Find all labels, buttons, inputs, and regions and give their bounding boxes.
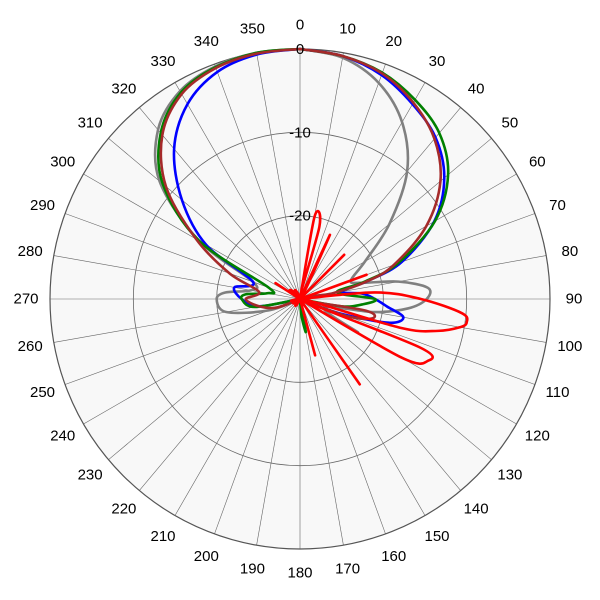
angle-label: 220 xyxy=(111,500,136,517)
angle-label: 130 xyxy=(497,467,522,484)
angle-label: 110 xyxy=(546,384,570,401)
label-layer: 0 10 20 30 40 50 60 70 80 90 100 110 120 130 140 150 160… xyxy=(13,17,582,582)
angle-label: 10 xyxy=(339,21,356,38)
radial-tick-label: 0 xyxy=(296,41,304,58)
angle-label: 340 xyxy=(194,33,219,50)
angle-label: 170 xyxy=(335,560,360,577)
angle-label: 160 xyxy=(381,548,406,565)
angle-label: 50 xyxy=(502,114,519,131)
angle-label: 0 xyxy=(296,17,304,34)
angle-label: 140 xyxy=(464,500,489,517)
angle-label: 70 xyxy=(549,197,566,214)
angle-label: 240 xyxy=(50,428,75,445)
angle-label: 190 xyxy=(240,560,265,577)
spoke-line xyxy=(299,173,517,300)
angle-label: 230 xyxy=(78,467,103,484)
angle-label: 290 xyxy=(30,197,55,214)
angle-label: 20 xyxy=(385,33,402,50)
radial-tick-label: -20 xyxy=(289,208,311,225)
spoke-line xyxy=(299,138,492,300)
spoke-line xyxy=(299,298,344,546)
angle-label: 320 xyxy=(111,81,136,98)
series-line-5 xyxy=(274,209,469,386)
angle-label: 280 xyxy=(18,243,43,260)
spoke-line xyxy=(299,298,386,535)
spoke-line xyxy=(64,298,301,385)
spoke-line xyxy=(299,82,426,300)
series-line-3 xyxy=(156,47,450,334)
angle-label: 210 xyxy=(150,528,175,545)
angle-label: 100 xyxy=(557,338,582,355)
spoke-line xyxy=(174,82,301,300)
angle-label: 40 xyxy=(468,81,485,98)
angle-label: 310 xyxy=(78,114,103,131)
spoke-line xyxy=(256,298,301,546)
series-layer xyxy=(153,47,469,386)
angle-label: 120 xyxy=(525,428,550,445)
angle-label: 30 xyxy=(429,53,446,70)
angle-label: 260 xyxy=(18,338,43,355)
spoke-line xyxy=(64,213,301,300)
spoke-line xyxy=(214,298,301,535)
spoke-line xyxy=(174,298,301,516)
angle-label: 300 xyxy=(50,154,75,171)
radial-tick-label: -10 xyxy=(289,124,311,141)
grid-ring xyxy=(132,131,468,467)
spoke-line xyxy=(299,298,426,516)
spoke-line xyxy=(83,298,301,425)
angle-label: 90 xyxy=(566,291,583,308)
spoke-line xyxy=(214,63,301,300)
spoke-line xyxy=(83,173,301,300)
angle-label: 350 xyxy=(240,21,265,38)
angle-label: 60 xyxy=(529,154,546,171)
spoke-line xyxy=(256,52,301,300)
angle-label: 200 xyxy=(194,548,219,565)
angle-label: 250 xyxy=(30,384,55,401)
spoke-line xyxy=(299,298,492,460)
angle-label: 80 xyxy=(561,243,578,260)
spoke-line xyxy=(299,298,461,491)
angle-label: 270 xyxy=(13,291,38,308)
angle-label: 150 xyxy=(424,528,449,545)
spoke-line xyxy=(108,298,301,460)
spoke-line xyxy=(139,107,301,300)
spoke-line xyxy=(139,298,301,491)
spoke-line xyxy=(299,63,386,300)
angle-label: 330 xyxy=(150,53,175,70)
angle-label: 180 xyxy=(287,565,312,582)
spoke-line xyxy=(108,138,301,300)
